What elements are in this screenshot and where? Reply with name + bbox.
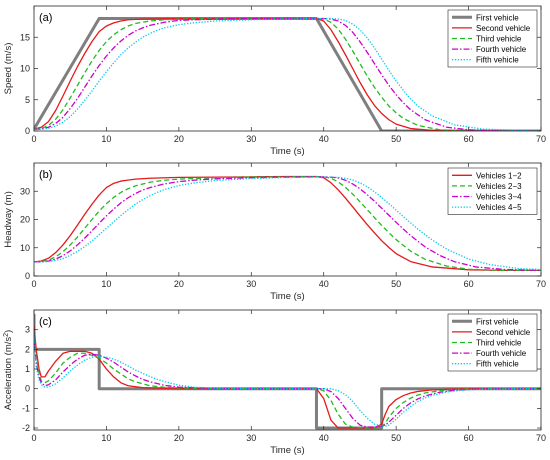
- series-line-4: [34, 176, 541, 271]
- series-lines: [34, 175, 541, 272]
- y-tick-label: 15: [20, 32, 30, 42]
- x-tick-label: 0: [31, 134, 36, 144]
- y-tick-label: 1: [25, 364, 30, 374]
- panel-3: 0 10 20 30 40 50 60 70 -2 -1 0 1 2 3 Time (s) Accelerat…: [3, 309, 546, 456]
- y-tick-label: 0: [25, 126, 30, 136]
- x-tick-label: 30: [246, 279, 256, 289]
- x-tick-label: 40: [319, 279, 329, 289]
- series-line-5: [34, 17, 541, 131]
- series-lines: [34, 17, 541, 131]
- series-line-3: [34, 329, 541, 429]
- legend-label-4: Fourth vehicle: [476, 45, 527, 54]
- x-tick-label: 0: [31, 279, 36, 289]
- x-tick-label: 20: [174, 134, 184, 144]
- legend-label-1: First vehicle: [476, 317, 519, 326]
- y-tick-label: 20: [20, 215, 30, 225]
- y-tick-label: 10: [20, 64, 30, 74]
- x-tick-label: 10: [101, 433, 111, 443]
- x-axis-label: Time (s): [270, 445, 304, 456]
- legend-label-3: Vehicles 3−4: [476, 193, 522, 202]
- legend: First vehicle Second vehicle Third vehicle…: [447, 313, 538, 372]
- x-axis-label: Time (s): [270, 146, 304, 157]
- x-tick-label: 10: [101, 279, 111, 289]
- legend-label-5: Fifth vehicle: [476, 56, 519, 65]
- x-tick-label: 40: [319, 134, 329, 144]
- x-axis-label: Time (s): [270, 291, 304, 302]
- x-tick-label: 0: [31, 433, 36, 443]
- y-axis-label: Acceleration (m/s2): [3, 330, 14, 410]
- x-tick-label: 30: [246, 134, 256, 144]
- x-tick-label: 60: [464, 134, 474, 144]
- legend-label-2: Second vehicle: [476, 328, 531, 337]
- y-tick-label: 0: [25, 271, 30, 281]
- series-line-3: [34, 176, 541, 271]
- x-tick-label: 30: [246, 433, 256, 443]
- legend-label-3: Third vehicle: [476, 35, 522, 44]
- legend-label-2: Vehicles 2−3: [476, 182, 522, 191]
- x-tick-label: 50: [391, 134, 401, 144]
- legend-label-5: Fifth vehicle: [476, 360, 519, 369]
- x-tick-label: 60: [464, 279, 474, 289]
- y-axis-label-close: ): [3, 330, 14, 333]
- y-tick-label: 10: [20, 243, 30, 253]
- y-axis-label-superscript: 2: [3, 333, 10, 337]
- legend: First vehicle Second vehicle Third vehicle…: [447, 9, 538, 68]
- y-tick-label: 30: [20, 186, 30, 196]
- y-axis-label: Speed (m/s): [3, 43, 14, 95]
- x-tick-label: 50: [391, 433, 401, 443]
- y-tick-label: 2: [25, 344, 30, 354]
- x-tick-label: 20: [174, 433, 184, 443]
- panel-1: 0 10 20 30 40 50 60 70 0 5 10 15 Time (s) Speed (m/s)…: [3, 5, 546, 157]
- legend-label-4: Fourth vehicle: [476, 349, 527, 358]
- legend-label-2: Second vehicle: [476, 24, 531, 33]
- series-line-4: [34, 331, 541, 428]
- axes-box: [33, 309, 542, 431]
- series-lines: [34, 313, 541, 430]
- x-tick-label: 40: [319, 433, 329, 443]
- legend-label-1: First vehicle: [476, 13, 519, 22]
- x-tick-label: 50: [391, 279, 401, 289]
- x-tick-label: 70: [536, 134, 546, 144]
- x-tick-label: 20: [174, 279, 184, 289]
- y-tick-label: 0: [25, 384, 30, 394]
- y-axis-label: Headway (m): [3, 191, 14, 248]
- x-tick-label: 70: [536, 279, 546, 289]
- x-tick-label: 60: [464, 433, 474, 443]
- panel-2: 0 10 20 30 40 50 60 70 0 10 20 30 Time (s) Headway (m…: [3, 162, 546, 302]
- legend-label-3: Third vehicle: [476, 339, 522, 348]
- legend: Vehicles 1−2 Vehicles 2−3 Vehicles 3−4Vehi…: [447, 167, 538, 215]
- x-tick-label: 10: [101, 134, 111, 144]
- legend-label-4: Vehicles 4−5: [476, 203, 522, 212]
- panel-label: (b): [39, 169, 52, 181]
- y-tick-label: -1: [22, 403, 30, 413]
- y-tick-label: 5: [25, 95, 30, 105]
- y-tick-label: -2: [22, 423, 30, 433]
- legend-label-1: Vehicles 1−2: [476, 171, 522, 180]
- panel-label: (c): [39, 316, 52, 328]
- x-tick-label: 70: [536, 433, 546, 443]
- y-tick-label: 3: [25, 325, 30, 335]
- series-line-4: [34, 17, 541, 131]
- panel-label: (a): [39, 12, 52, 24]
